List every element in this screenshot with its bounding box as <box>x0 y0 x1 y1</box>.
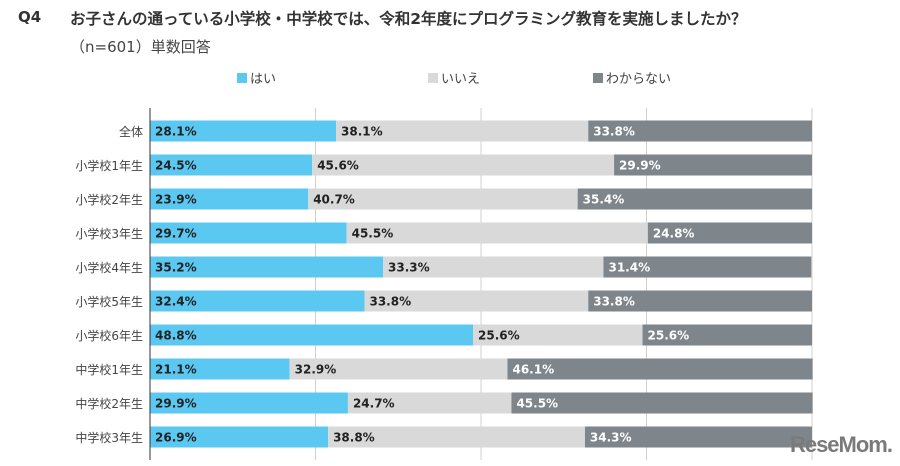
bar-segment <box>150 358 290 380</box>
bar-segment <box>328 426 585 448</box>
data-label: 23.9% <box>155 193 197 207</box>
category-label: 小学校2年生 <box>75 192 143 207</box>
data-label: 35.2% <box>155 261 197 275</box>
bar-segment <box>507 358 813 380</box>
chart-subtitle: （n=601）単数回答 <box>70 38 211 56</box>
category-label: 小学校3年生 <box>75 226 143 241</box>
data-label: 31.4% <box>608 261 650 275</box>
data-label: 48.8% <box>155 329 197 343</box>
bar-segment <box>150 324 474 346</box>
data-label: 45.5% <box>516 397 558 411</box>
data-label: 46.1% <box>512 363 554 377</box>
bar-segment <box>150 426 329 448</box>
bar-segment <box>647 222 812 244</box>
data-label: 28.1% <box>155 125 197 139</box>
data-label: 29.9% <box>155 397 197 411</box>
legend-label: はい <box>250 72 276 87</box>
legend-label: わからない <box>606 72 671 87</box>
category-label: 中学校3年生 <box>75 430 143 445</box>
bar-segment <box>308 188 578 210</box>
category-label: 中学校1年生 <box>75 362 143 377</box>
bar-segment <box>614 154 812 176</box>
data-label: 33.8% <box>593 125 635 139</box>
bar-segment <box>336 120 589 142</box>
legend-swatch <box>593 73 603 83</box>
data-label: 45.6% <box>317 159 359 173</box>
resemom-logo: ReseMom. <box>789 432 893 457</box>
data-label: 32.4% <box>155 295 197 309</box>
legend-swatch <box>237 73 247 83</box>
category-label: 小学校1年生 <box>75 158 143 173</box>
bar-segment <box>383 256 604 278</box>
data-label: 33.8% <box>369 295 411 309</box>
data-label: 29.9% <box>619 159 661 173</box>
bar-segment <box>150 154 313 176</box>
category-label: 中学校2年生 <box>75 396 143 411</box>
data-label: 38.1% <box>341 125 383 139</box>
category-label: 小学校4年生 <box>75 260 143 275</box>
data-label: 24.5% <box>155 159 197 173</box>
data-label: 33.3% <box>388 261 430 275</box>
data-label: 24.8% <box>653 227 695 241</box>
bar-segment <box>584 426 812 448</box>
bar-segment <box>588 120 812 142</box>
bar-segment <box>364 290 589 312</box>
bar-segment <box>642 324 812 346</box>
bar-segment <box>150 222 347 244</box>
data-label: 26.9% <box>155 431 197 445</box>
bar-segment <box>312 154 615 176</box>
data-label: 32.9% <box>295 363 337 377</box>
category-label: 小学校5年生 <box>75 294 143 309</box>
bar-segment <box>347 392 512 414</box>
data-label: 33.8% <box>593 295 635 309</box>
legend-swatch <box>428 73 438 83</box>
category-label: 小学校6年生 <box>75 328 143 343</box>
data-label: 34.3% <box>590 431 632 445</box>
chart-title: お子さんの通っている小学校・中学校では、令和2年度にプログラミング教育を実施しま… <box>70 10 747 28</box>
bar-segment <box>150 392 348 414</box>
legend-label: いいえ <box>441 72 480 87</box>
bar-segment <box>150 188 309 210</box>
bar-segment <box>577 188 812 210</box>
data-label: 24.7% <box>353 397 395 411</box>
bar-segment <box>588 290 812 312</box>
data-label: 29.7% <box>155 227 197 241</box>
bar-segment <box>603 256 812 278</box>
data-label: 45.5% <box>352 227 394 241</box>
data-label: 21.1% <box>155 363 197 377</box>
data-label: 25.6% <box>648 329 690 343</box>
bar-segment <box>150 256 384 278</box>
category-label: 全体 <box>119 124 143 139</box>
question-number: Q4 <box>18 8 42 26</box>
bar-segment <box>511 392 813 414</box>
bar-segment <box>150 120 337 142</box>
bar-segment <box>473 324 643 346</box>
data-label: 35.4% <box>583 193 625 207</box>
data-label: 38.8% <box>333 431 375 445</box>
bar-segment <box>289 358 508 380</box>
bar-segment <box>346 222 648 244</box>
bar-segment <box>150 290 365 312</box>
data-label: 40.7% <box>313 193 355 207</box>
data-label: 25.6% <box>478 329 520 343</box>
